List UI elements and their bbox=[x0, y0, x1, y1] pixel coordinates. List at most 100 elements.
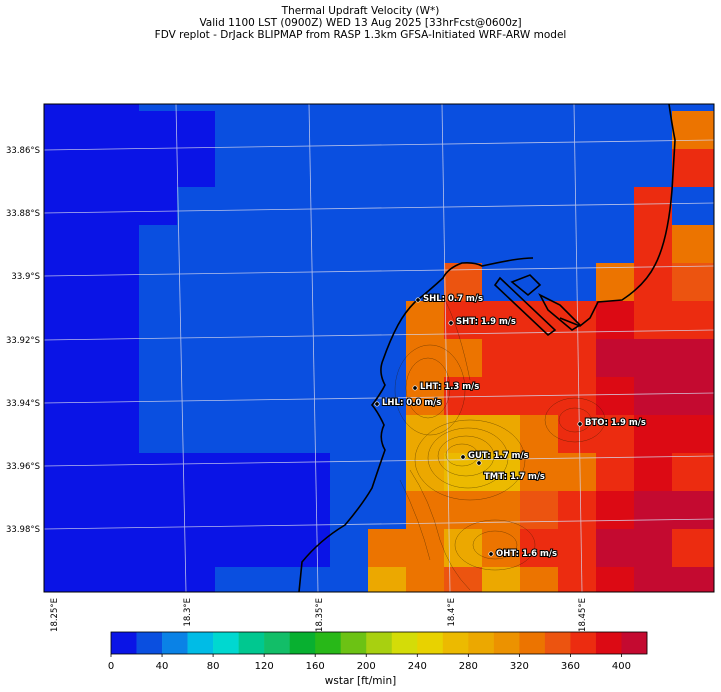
station-tmt[interactable]: TMT: 1.7 m/s bbox=[476, 460, 546, 483]
field-cell bbox=[177, 567, 216, 593]
station-bto[interactable]: BTO: 1.9 m/s bbox=[577, 417, 647, 429]
field-cell bbox=[215, 149, 254, 188]
colorbar-swatch bbox=[544, 632, 571, 654]
field-cell bbox=[139, 149, 178, 188]
colorbar-swatch bbox=[111, 632, 137, 654]
field-cell bbox=[139, 415, 178, 454]
field-cell bbox=[444, 225, 483, 264]
field-cell bbox=[44, 491, 140, 530]
field-cell bbox=[291, 111, 331, 150]
field-cell bbox=[177, 377, 216, 416]
field-cell bbox=[44, 377, 140, 416]
field-cell bbox=[330, 453, 369, 492]
station-marker bbox=[488, 551, 494, 557]
field-cell bbox=[634, 567, 673, 593]
field-cell bbox=[330, 104, 369, 112]
field-cell bbox=[291, 567, 331, 593]
title-line-2: Valid 1100 LST (0900Z) WED 13 Aug 2025 [… bbox=[199, 17, 522, 29]
field-cell bbox=[177, 149, 216, 188]
field-cell bbox=[558, 111, 597, 150]
colorbar-swatch bbox=[468, 632, 495, 654]
field-cell bbox=[253, 187, 292, 226]
station-lht[interactable]: LHT: 1.3 m/s bbox=[412, 381, 480, 393]
field-cell bbox=[330, 301, 369, 340]
field-cell bbox=[520, 187, 559, 226]
field-cell bbox=[368, 491, 407, 530]
field-cell bbox=[330, 491, 369, 530]
field-cell bbox=[368, 453, 407, 492]
field-cell bbox=[634, 415, 673, 454]
field-cell bbox=[634, 339, 673, 378]
field-cell bbox=[634, 104, 673, 112]
field-cell bbox=[139, 491, 178, 530]
field-cell bbox=[406, 149, 445, 188]
colorbar-swatch bbox=[391, 632, 418, 654]
lat-tick-label: 33.86°S bbox=[6, 146, 40, 156]
field-cell bbox=[177, 225, 216, 264]
field-cell bbox=[520, 567, 559, 593]
field-cell bbox=[330, 111, 369, 150]
station-oht[interactable]: OHT: 1.6 m/s bbox=[488, 548, 558, 560]
field-cell bbox=[482, 225, 521, 264]
field-cell bbox=[253, 491, 292, 530]
lon-tick-label: 18.45°E bbox=[578, 598, 588, 632]
colorbar-swatch bbox=[519, 632, 546, 654]
field-cell bbox=[406, 225, 445, 264]
colorbar-swatch bbox=[289, 632, 316, 654]
field-cell bbox=[44, 225, 140, 264]
lon-axis: 18.25°E 18.3°E 18.35°E 18.4°E 18.45°E bbox=[50, 598, 588, 632]
field-cell bbox=[520, 377, 559, 416]
field-cell bbox=[672, 104, 715, 112]
colorbar-tick-label: 40 bbox=[156, 661, 169, 672]
field-cell bbox=[44, 263, 140, 302]
field-cell bbox=[253, 263, 292, 302]
field-cell bbox=[596, 491, 635, 530]
station-lhl[interactable]: LHL: 0.0 m/s bbox=[374, 397, 442, 409]
field-cell bbox=[672, 111, 715, 150]
field-cell bbox=[368, 263, 407, 302]
colorbar-tick-label: 400 bbox=[612, 661, 631, 672]
field-cell bbox=[520, 415, 559, 454]
field-cell bbox=[291, 339, 331, 378]
field-cell bbox=[215, 567, 254, 593]
lat-axis: 33.86°S 33.88°S 33.9°S 33.92°S 33.94°S 3… bbox=[6, 146, 40, 535]
colorbar-swatch bbox=[136, 632, 163, 654]
station-marker bbox=[448, 320, 454, 326]
colorbar-swatch bbox=[366, 632, 393, 654]
colorbar bbox=[110, 631, 648, 655]
field-cell bbox=[596, 301, 635, 340]
station-gut[interactable]: GUT: 1.7 m/s bbox=[460, 450, 530, 462]
field-cell bbox=[177, 529, 216, 568]
field-cell bbox=[672, 149, 715, 188]
field-cell bbox=[596, 453, 635, 492]
colorbar-swatch bbox=[570, 632, 597, 654]
field-cell bbox=[177, 187, 216, 226]
field-cell bbox=[253, 339, 292, 378]
field-cell bbox=[406, 301, 445, 340]
field-cell bbox=[139, 301, 178, 340]
colorbar-swatch bbox=[340, 632, 367, 654]
coastline-east bbox=[559, 103, 676, 327]
lon-tick-label: 18.35°E bbox=[315, 598, 325, 632]
field-cell bbox=[291, 491, 331, 530]
field-cell bbox=[634, 529, 673, 568]
field-cell bbox=[215, 339, 254, 378]
field-cell bbox=[330, 149, 369, 188]
lon-line-4 bbox=[573, 103, 583, 593]
field-cell bbox=[634, 149, 673, 188]
field-cell bbox=[596, 339, 635, 378]
field-cell bbox=[368, 225, 407, 264]
field-cell bbox=[44, 339, 140, 378]
field-cell bbox=[253, 529, 292, 568]
field-cell bbox=[139, 225, 178, 264]
field-cell bbox=[253, 415, 292, 454]
station-sht[interactable]: SHT: 1.9 m/s bbox=[448, 316, 517, 328]
wstar-field bbox=[44, 104, 715, 593]
field-cell bbox=[44, 567, 140, 593]
field-cell bbox=[215, 187, 254, 226]
stations: SHL: 0.7 m/s SHT: 1.9 m/s LHT: 1.3 m/s L… bbox=[374, 293, 647, 560]
station-shl[interactable]: SHL: 0.7 m/s bbox=[415, 293, 484, 305]
station-label: LHT: 1.3 m/s bbox=[420, 382, 479, 392]
station-marker bbox=[415, 297, 421, 303]
